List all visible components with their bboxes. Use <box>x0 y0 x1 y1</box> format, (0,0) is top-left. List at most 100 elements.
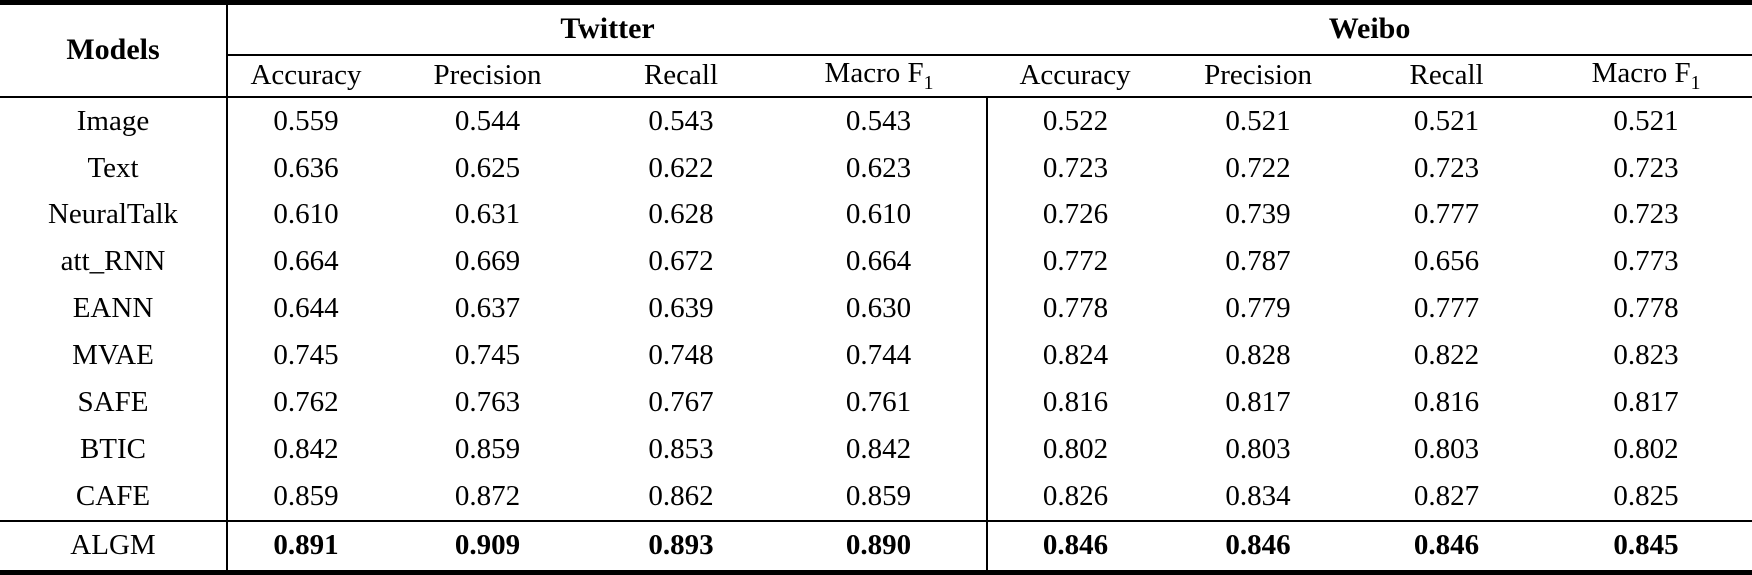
table-row: MVAE 0.745 0.745 0.748 0.744 0.824 0.828 0.822 0… <box>0 331 1752 379</box>
metric-value-cell: 0.763 <box>454 385 521 418</box>
metric-value-cell: 0.872 <box>454 479 521 512</box>
model-name-cell: ALGM <box>0 519 228 573</box>
metric-value-cell: 0.859 <box>771 472 989 521</box>
weibo-accuracy-header: Accuracy <box>987 54 1164 98</box>
metric-value-cell: 0.636 <box>273 151 339 184</box>
weibo-group-header: Weibo <box>987 2 1752 56</box>
metric-value-cell: 0.610 <box>273 198 339 231</box>
weibo-macro-f1-header: Macro F1 <box>1540 54 1752 98</box>
metric-label: Accuracy <box>250 59 362 91</box>
metric-value-cell: 0.823 <box>1613 338 1679 371</box>
weibo-recall-header: Recall <box>1353 54 1541 98</box>
models-column-header: Models <box>0 2 228 98</box>
metric-value-cell: 0.723 <box>1042 151 1109 184</box>
metric-value-cell: 0.672 <box>648 245 714 278</box>
metric-value-cell: 0.824 <box>1042 338 1109 371</box>
twitter-group-header: Twitter <box>227 2 988 56</box>
metric-value-cell: 0.544 <box>454 104 521 137</box>
table-row: Image 0.559 0.544 0.543 0.543 0.522 0.521 0.521… <box>0 96 1752 145</box>
metric-value-cell: 0.909 <box>384 519 591 573</box>
metric-label: Precision <box>433 59 542 91</box>
metric-value-cell: 0.845 <box>1540 519 1752 573</box>
metric-value-cell: 0.779 <box>1225 292 1291 325</box>
metric-value-cell: 0.846 <box>1353 519 1541 573</box>
table-row: SAFE 0.762 0.763 0.767 0.761 0.816 0.817 0.816 0… <box>0 378 1752 426</box>
metric-value-cell: 0.559 <box>273 104 339 137</box>
metric-value-cell: 0.817 <box>1613 385 1679 418</box>
metric-label: Macro F <box>1591 56 1691 89</box>
metric-label: Precision <box>1204 59 1312 91</box>
metric-label: Recall <box>643 59 719 91</box>
metric-value-cell: 0.739 <box>1225 198 1291 231</box>
metric-value-cell: 0.748 <box>648 338 714 371</box>
table-row: att_RNN 0.664 0.669 0.672 0.664 0.772 0.787 0.6… <box>0 238 1752 286</box>
model-name-cell: Image <box>0 96 228 145</box>
table-row: ALGM 0.891 0.909 0.893 0.890 0.846 0.846 0.846 0… <box>0 519 1752 573</box>
metric-value-cell: 0.610 <box>771 191 989 239</box>
metric-label: Macro F <box>824 56 924 89</box>
twitter-precision-header: Precision <box>384 54 591 98</box>
subscript-one: 1 <box>1690 71 1701 94</box>
model-name-cell: EANN <box>0 285 228 332</box>
metric-value-cell: 0.772 <box>1042 245 1109 278</box>
metric-value-cell: 0.834 <box>1225 479 1291 512</box>
metric-value-cell: 0.862 <box>648 479 714 512</box>
metric-value-cell: 0.723 <box>1613 198 1679 231</box>
metric-value-cell: 0.817 <box>1225 385 1291 418</box>
metric-value-cell: 0.628 <box>648 198 714 231</box>
metric-value-cell: 0.521 <box>1413 104 1480 137</box>
metric-value-cell: 0.802 <box>1613 432 1679 465</box>
model-name-cell: Text <box>0 144 228 192</box>
metric-value-cell: 0.664 <box>273 245 339 278</box>
metric-value-cell: 0.744 <box>771 331 989 379</box>
metric-value-cell: 0.777 <box>1413 198 1480 231</box>
metric-value-cell: 0.803 <box>1225 432 1291 465</box>
metric-value-cell: 0.802 <box>1042 432 1109 465</box>
metric-value-cell: 0.890 <box>771 519 989 573</box>
weibo-precision-header: Precision <box>1163 54 1354 98</box>
metric-value-cell: 0.637 <box>454 292 521 325</box>
metric-value-cell: 0.842 <box>771 425 989 473</box>
metric-value-cell: 0.761 <box>771 378 989 426</box>
metric-value-cell: 0.778 <box>1613 292 1679 325</box>
metric-value-cell: 0.622 <box>648 151 714 184</box>
twitter-accuracy-header: Accuracy <box>227 54 384 98</box>
metric-value-cell: 0.762 <box>273 385 339 418</box>
table-row: Text 0.636 0.625 0.622 0.623 0.723 0.722 0.723 0… <box>0 144 1752 192</box>
metric-value-cell: 0.828 <box>1225 338 1291 371</box>
model-name-cell: att_RNN <box>0 238 228 286</box>
metric-value-cell: 0.722 <box>1225 151 1291 184</box>
metric-value-cell: 0.893 <box>591 519 771 573</box>
model-name-cell: BTIC <box>0 425 228 473</box>
metric-value-cell: 0.773 <box>1613 245 1679 278</box>
table-row: BTIC 0.842 0.859 0.853 0.842 0.802 0.803 0.803 0… <box>0 425 1752 473</box>
dataset-header-row: Models Twitter Weibo <box>0 2 1752 98</box>
metric-value-cell: 0.644 <box>273 292 339 325</box>
metric-value-cell: 0.631 <box>454 198 521 231</box>
metric-value-cell: 0.625 <box>454 151 521 184</box>
metric-value-cell: 0.745 <box>273 338 339 371</box>
model-name-cell: MVAE <box>0 331 228 379</box>
table-row: CAFE 0.859 0.872 0.862 0.859 0.826 0.834 0.827 0… <box>0 472 1752 521</box>
metric-value-cell: 0.777 <box>1413 292 1480 325</box>
metric-value-cell: 0.859 <box>273 479 339 512</box>
metric-value-cell: 0.825 <box>1613 479 1679 512</box>
table-row: EANN 0.644 0.637 0.639 0.630 0.778 0.779 0.777 0… <box>0 285 1752 332</box>
metric-label: Accuracy <box>1019 59 1131 91</box>
metric-value-cell: 0.669 <box>454 245 521 278</box>
metric-value-cell: 0.521 <box>1225 104 1291 137</box>
table-body: Image 0.559 0.544 0.543 0.543 0.522 0.521 0.521… <box>0 96 1752 573</box>
metric-value-cell: 0.846 <box>987 519 1164 573</box>
metric-value-cell: 0.656 <box>1413 245 1480 278</box>
metric-value-cell: 0.842 <box>273 432 339 465</box>
twitter-macro-f1-header: Macro F1 <box>771 54 988 98</box>
metric-label: Recall <box>1409 59 1484 91</box>
metric-value-cell: 0.745 <box>454 338 521 371</box>
metric-value-cell: 0.778 <box>1042 292 1109 325</box>
metric-value-cell: 0.827 <box>1413 479 1480 512</box>
metric-value-cell: 0.543 <box>648 104 714 137</box>
metric-value-cell: 0.767 <box>648 385 714 418</box>
metric-header-row: Accuracy Precision Recall Macro F1 Accur… <box>0 54 1752 98</box>
